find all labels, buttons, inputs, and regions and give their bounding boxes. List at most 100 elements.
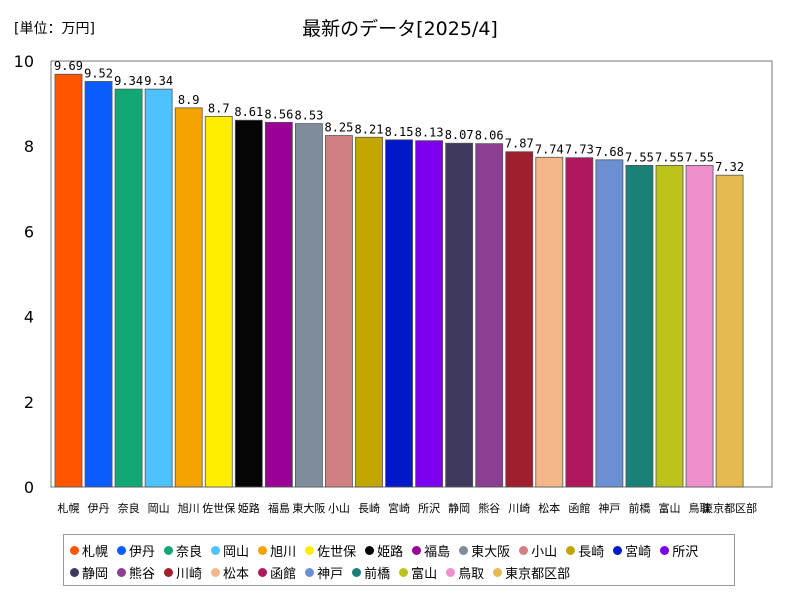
- bar-12: [415, 140, 444, 488]
- legend-label: 静岡: [82, 566, 109, 582]
- x-tick-label: 函館: [568, 501, 590, 515]
- x-tick-label: 長崎: [358, 501, 380, 515]
- legend-label: 小山: [531, 544, 558, 560]
- legend-item: 前橋: [352, 563, 390, 582]
- legend-item: 川崎: [164, 563, 202, 582]
- legend-label: 川崎: [176, 566, 203, 582]
- legend-marker: [446, 567, 456, 577]
- x-tick-label: 川崎: [508, 501, 530, 515]
- chart-title: 最新のデータ[2025/4]: [302, 18, 498, 40]
- x-axis-labels: 札幌 伊丹 奈良 岡山 旭川 佐世保 姫路 福島 東大阪 小山 長崎 宮崎 所沢 静岡 熊谷 川崎 松本 函館 神戸…: [58, 501, 758, 515]
- legend-item: 姫路: [365, 541, 403, 560]
- x-tick-label: 東京都区部: [702, 501, 757, 515]
- bar-22: [715, 174, 744, 488]
- legend-item: 佐世保: [305, 541, 356, 560]
- legend-label: 前橋: [364, 566, 391, 582]
- legend-marker: [459, 545, 469, 555]
- y-tick-label: 2: [24, 393, 34, 412]
- bar-20: [655, 164, 684, 488]
- legend-label: 鳥取: [458, 566, 485, 582]
- legend-label: 姫路: [377, 544, 404, 560]
- legend-label: 宮崎: [625, 544, 652, 560]
- legend-item: 札幌: [70, 541, 108, 560]
- legend-item: 奈良: [164, 541, 202, 560]
- value-label: 9.52: [84, 66, 113, 80]
- value-label: 8.56: [264, 107, 293, 121]
- y-tick-label: 10: [14, 52, 34, 71]
- legend-label: 東京都区部: [505, 566, 571, 582]
- y-tick-label: 4: [24, 308, 34, 327]
- value-label: 7.74: [535, 142, 564, 156]
- x-tick-label: 静岡: [448, 501, 470, 515]
- legend-marker: [412, 545, 422, 555]
- legend: 札幌 伊丹 奈良 岡山 旭川 佐世保 姫路 福島 東大阪 小山 長崎 宮崎 所沢 静岡 熊谷 川崎 松本 函館 神…: [63, 534, 735, 586]
- legend-item: 東京都区部: [493, 563, 570, 582]
- legend-row: 静岡 熊谷 川崎 松本 函館 神戸 前橋 富山 鳥取 東京都区部: [70, 561, 728, 583]
- legend-item: 富山: [399, 563, 437, 582]
- legend-label: 伊丹: [129, 544, 156, 560]
- value-label: 7.87: [505, 137, 534, 151]
- bar-1: [84, 81, 113, 488]
- value-label: 8.25: [324, 121, 353, 135]
- value-label: 8.13: [415, 126, 444, 140]
- legend-item: 小山: [519, 541, 557, 560]
- y-tick-label: 0: [24, 478, 34, 497]
- x-tick-label: 前橋: [628, 501, 650, 515]
- legend-label: 奈良: [176, 544, 203, 560]
- legend-label: 東大阪: [471, 544, 511, 560]
- x-tick-label: 福島: [268, 501, 290, 515]
- legend-item: 松本: [211, 563, 249, 582]
- value-label: 8.9: [178, 93, 200, 107]
- value-label: 9.69: [54, 59, 83, 73]
- value-label: 8.21: [355, 122, 384, 136]
- value-label: 7.55: [685, 150, 714, 164]
- legend-row: 札幌 伊丹 奈良 岡山 旭川 佐世保 姫路 福島 東大阪 小山 長崎 宮崎 所沢: [70, 539, 728, 561]
- x-tick-label: 熊谷: [478, 501, 500, 515]
- legend-label: 熊谷: [129, 566, 156, 582]
- legend-marker: [211, 545, 221, 555]
- legend-label: 松本: [223, 566, 250, 582]
- bars: [54, 73, 744, 488]
- bar-9: [325, 135, 353, 488]
- value-label: 8.61: [234, 105, 263, 119]
- legend-marker: [566, 545, 576, 555]
- legend-item: 福島: [412, 541, 450, 560]
- legend-label: 函館: [270, 566, 297, 582]
- bar-16: [535, 156, 564, 488]
- bar-13: [445, 142, 474, 488]
- y-axis-ticks: 0 2 4 6 8 10: [14, 52, 34, 497]
- bar-7: [264, 121, 293, 488]
- legend-marker: [70, 567, 79, 577]
- bar-6: [234, 119, 263, 488]
- bar-15: [505, 151, 534, 488]
- bar-10: [355, 136, 383, 488]
- legend-marker: [399, 567, 409, 577]
- bar-11: [385, 139, 413, 488]
- x-tick-label: 札幌: [58, 501, 80, 515]
- bar-2: [114, 88, 143, 488]
- legend-item: 函館: [258, 563, 296, 582]
- legend-marker: [519, 545, 529, 555]
- x-tick-label: 奈良: [118, 501, 140, 515]
- value-label: 9.34: [144, 74, 173, 88]
- legend-label: 富山: [411, 566, 438, 582]
- legend-label: 所沢: [672, 544, 699, 560]
- legend-item: 所沢: [660, 541, 698, 560]
- legend-item: 長崎: [566, 541, 604, 560]
- bar-5: [204, 115, 233, 488]
- legend-marker: [211, 567, 221, 577]
- x-tick-label: 佐世保: [202, 501, 235, 515]
- legend-marker: [258, 545, 268, 555]
- legend-item: 宮崎: [613, 541, 651, 560]
- value-label: 7.55: [625, 150, 654, 164]
- legend-marker: [117, 567, 127, 577]
- legend-marker: [613, 545, 623, 555]
- bar-14: [475, 143, 504, 488]
- value-label: 8.7: [208, 101, 230, 115]
- value-label: 8.07: [445, 128, 474, 142]
- bar-3: [144, 88, 173, 488]
- value-labels: 9.699.529.34 9.348.98.7 8.61 8.56 8.538.25 8.…: [54, 59, 744, 174]
- legend-label: 福島: [424, 544, 451, 560]
- legend-item: 旭川: [258, 541, 296, 560]
